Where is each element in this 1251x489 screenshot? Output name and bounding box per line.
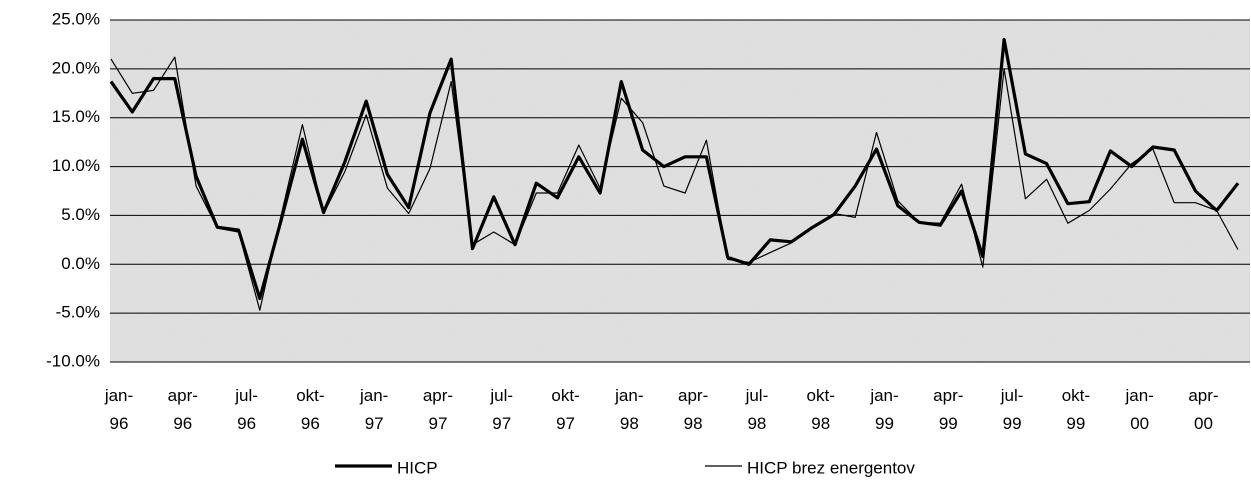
x-tick-label-part: 96 xyxy=(110,414,129,433)
x-tick-label-part: 00 xyxy=(1130,414,1149,433)
x-tick-label-part: 99 xyxy=(939,414,958,433)
y-tick-label: -5.0% xyxy=(56,303,100,322)
x-tick-label-part: jan- xyxy=(869,386,898,405)
y-tick-label: 15.0% xyxy=(52,107,100,126)
x-tick-label-part: 98 xyxy=(811,414,830,433)
x-tick-label-part: jul- xyxy=(1000,386,1024,405)
x-tick-label-part: apr- xyxy=(1188,386,1218,405)
x-tick-label: jan- 99 xyxy=(869,386,898,433)
x-tick-label-part: 00 xyxy=(1194,414,1213,433)
x-tick-label: jan- 96 xyxy=(104,386,133,433)
x-tick-label-part: 99 xyxy=(1066,414,1085,433)
x-tick-label: apr- 00 xyxy=(1188,386,1218,433)
y-tick-label: 10.0% xyxy=(52,156,100,175)
x-tick-label-part: 98 xyxy=(747,414,766,433)
x-tick-label-part: apr- xyxy=(678,386,708,405)
x-tick-label-part: 96 xyxy=(237,414,256,433)
x-tick-label-part: jan- xyxy=(359,386,388,405)
y-tick-label: 20.0% xyxy=(52,58,100,77)
x-tick-label: jul- 99 xyxy=(1000,386,1024,433)
x-tick-label-part: 98 xyxy=(620,414,639,433)
x-tick-label: jul- 98 xyxy=(745,386,769,433)
legend-label: HICP brez energentov xyxy=(747,458,915,477)
x-tick-label-part: 97 xyxy=(492,414,511,433)
x-tick-label-part: 97 xyxy=(365,414,384,433)
x-tick-label-part: apr- xyxy=(423,386,453,405)
x-tick-label-part: jan- xyxy=(614,386,643,405)
x-tick-label-part: okt- xyxy=(1062,386,1090,405)
x-tick-label-part: jan- xyxy=(1124,386,1153,405)
x-tick-label: okt- 99 xyxy=(1062,386,1090,433)
x-tick-label: apr- 98 xyxy=(678,386,708,433)
x-tick-label-part: jan- xyxy=(104,386,133,405)
x-tick-label-part: jul- xyxy=(234,386,258,405)
x-tick-label: okt- 98 xyxy=(807,386,835,433)
x-tick-label: apr- 97 xyxy=(423,386,453,433)
x-tick-label-part: 99 xyxy=(875,414,894,433)
x-tick-label-part: 97 xyxy=(429,414,448,433)
x-tick-label: apr- 99 xyxy=(933,386,963,433)
x-tick-label: okt- 96 xyxy=(296,386,324,433)
x-tick-label: jul- 97 xyxy=(489,386,513,433)
y-tick-label: 5.0% xyxy=(61,205,100,224)
series-line xyxy=(110,56,1239,311)
x-tick-label: jan- 98 xyxy=(614,386,643,433)
x-tick-label-part: 97 xyxy=(556,414,575,433)
x-tick-label: jul- 96 xyxy=(234,386,258,433)
x-tick-label-part: okt- xyxy=(296,386,324,405)
x-tick-label-part: jul- xyxy=(489,386,513,405)
y-tick-label: -10.0% xyxy=(46,351,100,370)
x-tick-label-part: okt- xyxy=(551,386,579,405)
x-tick-label-part: jul- xyxy=(745,386,769,405)
x-tick-label-part: 96 xyxy=(173,414,192,433)
x-tick-label-part: okt- xyxy=(807,386,835,405)
x-tick-label: jan- 97 xyxy=(359,386,388,433)
x-tick-label: jan- 00 xyxy=(1124,386,1153,433)
x-tick-label: apr- 96 xyxy=(168,386,198,433)
y-tick-label: 0.0% xyxy=(61,254,100,273)
x-tick-label-part: apr- xyxy=(168,386,198,405)
x-tick-label: okt- 97 xyxy=(551,386,579,433)
x-tick-label-part: 99 xyxy=(1003,414,1022,433)
y-tick-label: 25.0% xyxy=(52,9,100,28)
x-tick-label-part: apr- xyxy=(933,386,963,405)
series-line xyxy=(109,37,1240,301)
x-tick-label-part: 98 xyxy=(684,414,703,433)
legend-label: HICP xyxy=(397,458,438,477)
x-tick-label-part: 96 xyxy=(301,414,320,433)
